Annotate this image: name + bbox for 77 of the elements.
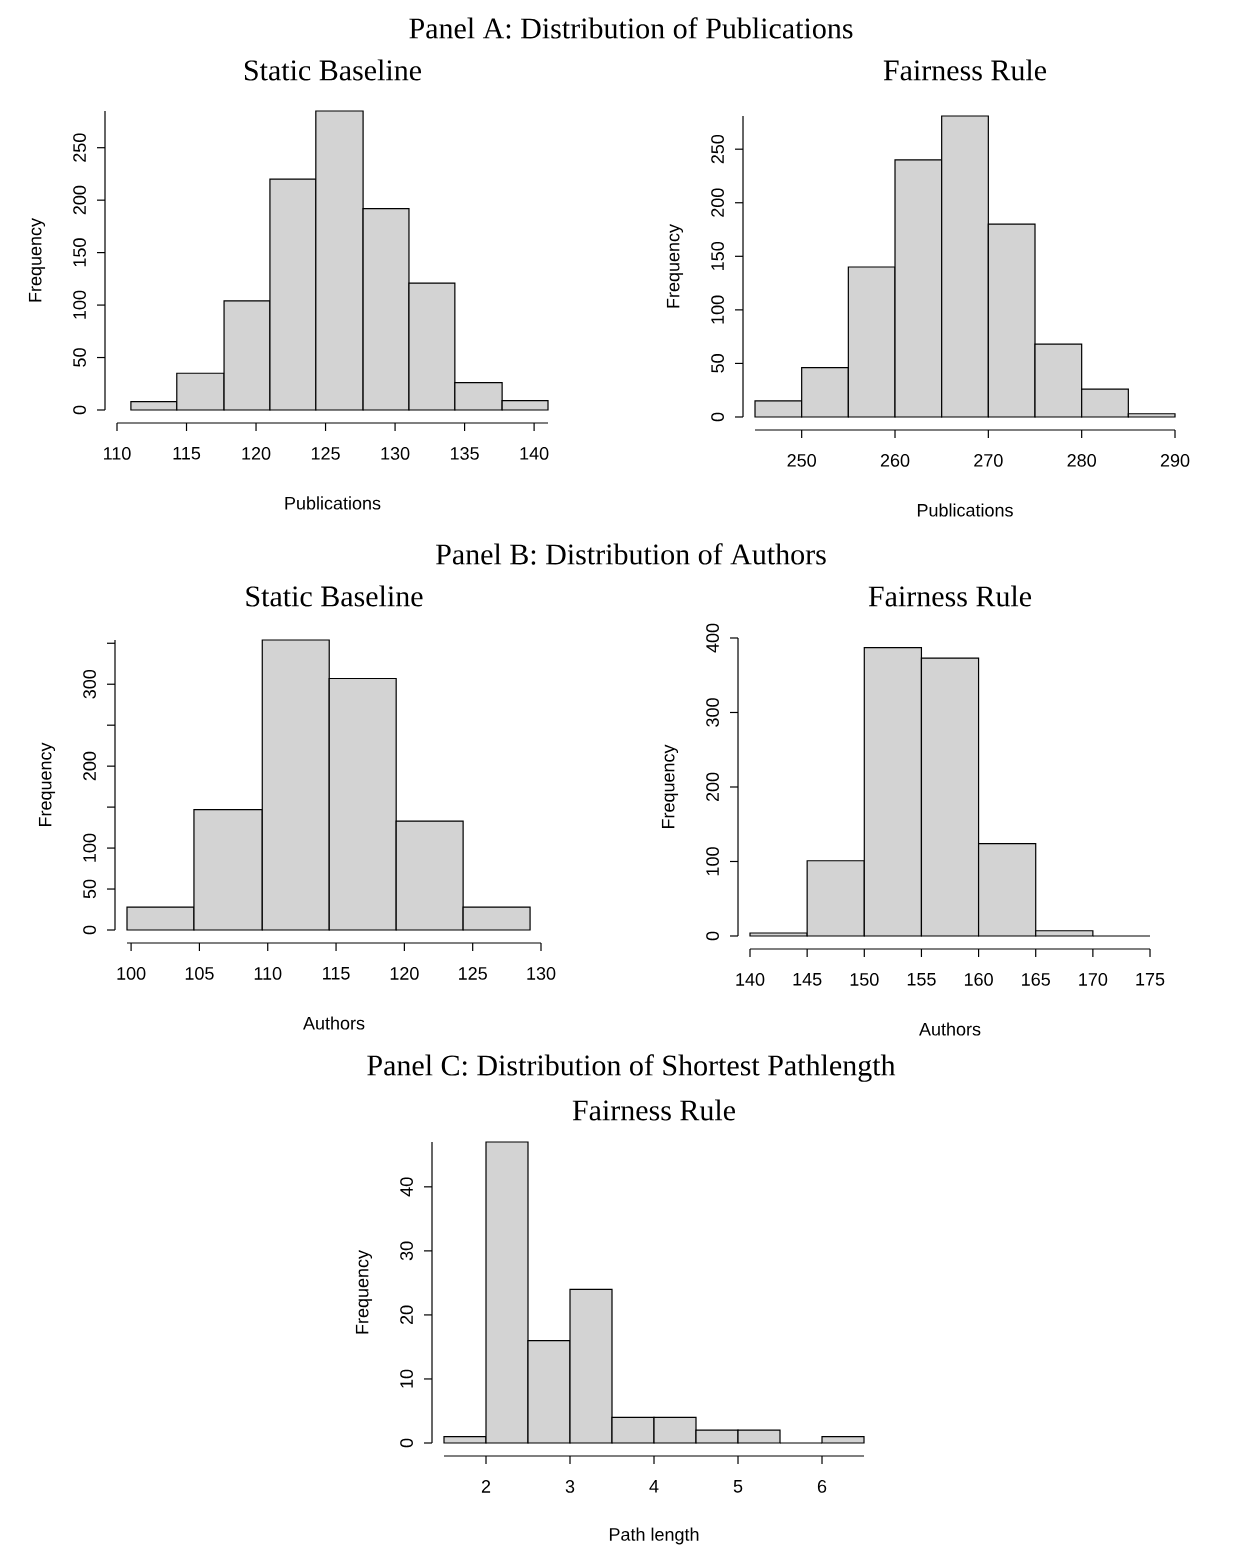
y-axis-title: Frequency: [28, 218, 46, 302]
y-tick-label: 40: [400, 1177, 413, 1197]
x-tick-label: 2: [481, 1480, 491, 1493]
x-axis-title: Authors: [919, 1022, 981, 1036]
x-axis-title: Publications: [285, 496, 381, 510]
y-axis-title: Frequency: [38, 742, 56, 827]
x-tick-label: 125: [459, 967, 487, 980]
y-tick-label: 150: [73, 238, 86, 267]
y-tick-label: 100: [706, 847, 719, 876]
y-tick-label: 0: [400, 1438, 413, 1448]
y-tick-label: 200: [73, 185, 86, 215]
y-axis-title: Frequency: [355, 1250, 373, 1334]
x-tick-label: 270: [974, 454, 1003, 467]
x-tick-label: 110: [104, 447, 131, 460]
x-tick-label: 5: [733, 1480, 743, 1493]
y-tick-label: 20: [400, 1305, 413, 1325]
y-tick-label: 0: [83, 925, 96, 935]
y-tick-label: 300: [706, 698, 719, 727]
x-axis-title: Publications: [917, 503, 1013, 517]
chart-title: Static Baseline: [246, 585, 423, 607]
chart-title: Fairness Rule: [868, 585, 1032, 607]
x-tick-label: 115: [173, 447, 201, 460]
x-tick-label: 4: [649, 1480, 659, 1493]
y-axis-title: Frequency: [666, 224, 684, 308]
chart-title: Fairness Rule: [883, 59, 1047, 81]
x-tick-label: 125: [311, 447, 340, 460]
y-tick-label: 250: [711, 134, 724, 164]
x-tick-label: 100: [117, 967, 146, 980]
y-tick-label: 100: [711, 295, 724, 324]
text: Panel B: Distribution of Authors: [436, 543, 826, 565]
y-tick-label: 100: [73, 290, 86, 319]
y-tick-label: 200: [83, 751, 96, 781]
x-tick-label: 260: [880, 454, 910, 467]
y-tick-label: 0: [73, 405, 86, 415]
x-tick-label: 290: [1160, 454, 1190, 467]
x-tick-label: 110: [254, 967, 282, 980]
x-tick-label: 120: [390, 967, 419, 980]
x-tick-label: 130: [527, 967, 556, 980]
y-tick-label: 30: [400, 1241, 413, 1261]
x-tick-label: 175: [1136, 973, 1165, 986]
x-tick-label: 120: [242, 447, 271, 460]
text: Panel C: Distribution of Shortest Pathlength: [367, 1054, 896, 1082]
y-tick-label: 200: [706, 772, 719, 802]
x-tick-label: 165: [1022, 973, 1050, 986]
y-tick-label: 50: [711, 354, 724, 373]
y-tick-label: 400: [706, 623, 719, 653]
x-tick-label: 140: [520, 447, 549, 460]
x-tick-label: 160: [964, 973, 993, 986]
y-tick-label: 100: [83, 833, 96, 862]
x-tick-label: 105: [185, 967, 214, 980]
x-tick-label: 150: [850, 973, 879, 986]
x-tick-label: 135: [450, 447, 479, 460]
x-tick-label: 170: [1079, 973, 1108, 986]
x-axis-title: Authors: [303, 1016, 365, 1030]
x-tick-label: 280: [1067, 454, 1096, 467]
y-tick-label: 250: [73, 133, 86, 162]
y-tick-label: 50: [73, 348, 86, 367]
text: Panel A: Distribution of Publications: [409, 17, 853, 39]
y-tick-label: 200: [711, 188, 724, 217]
x-tick-label: 3: [565, 1480, 575, 1493]
y-tick-label: 150: [711, 242, 724, 270]
y-tick-label: 0: [711, 412, 724, 422]
y-axis-title: Frequency: [661, 744, 679, 829]
x-tick-label: 115: [323, 967, 350, 980]
chart-title: Static Baseline: [244, 59, 422, 81]
x-tick-label: 145: [793, 973, 822, 986]
y-tick-label: 10: [400, 1369, 413, 1388]
y-tick-label: 300: [83, 669, 96, 699]
y-tick-label: 50: [83, 879, 96, 899]
x-tick-label: 155: [907, 973, 936, 986]
x-tick-label: 6: [817, 1480, 827, 1493]
x-tick-label: 140: [736, 973, 765, 986]
y-tick-label: 0: [706, 931, 719, 941]
x-tick-label: 250: [787, 454, 816, 467]
x-tick-label: 130: [381, 447, 410, 460]
x-axis-title: Path length: [609, 1527, 699, 1545]
chart-title: Fairness Rule: [572, 1099, 736, 1121]
